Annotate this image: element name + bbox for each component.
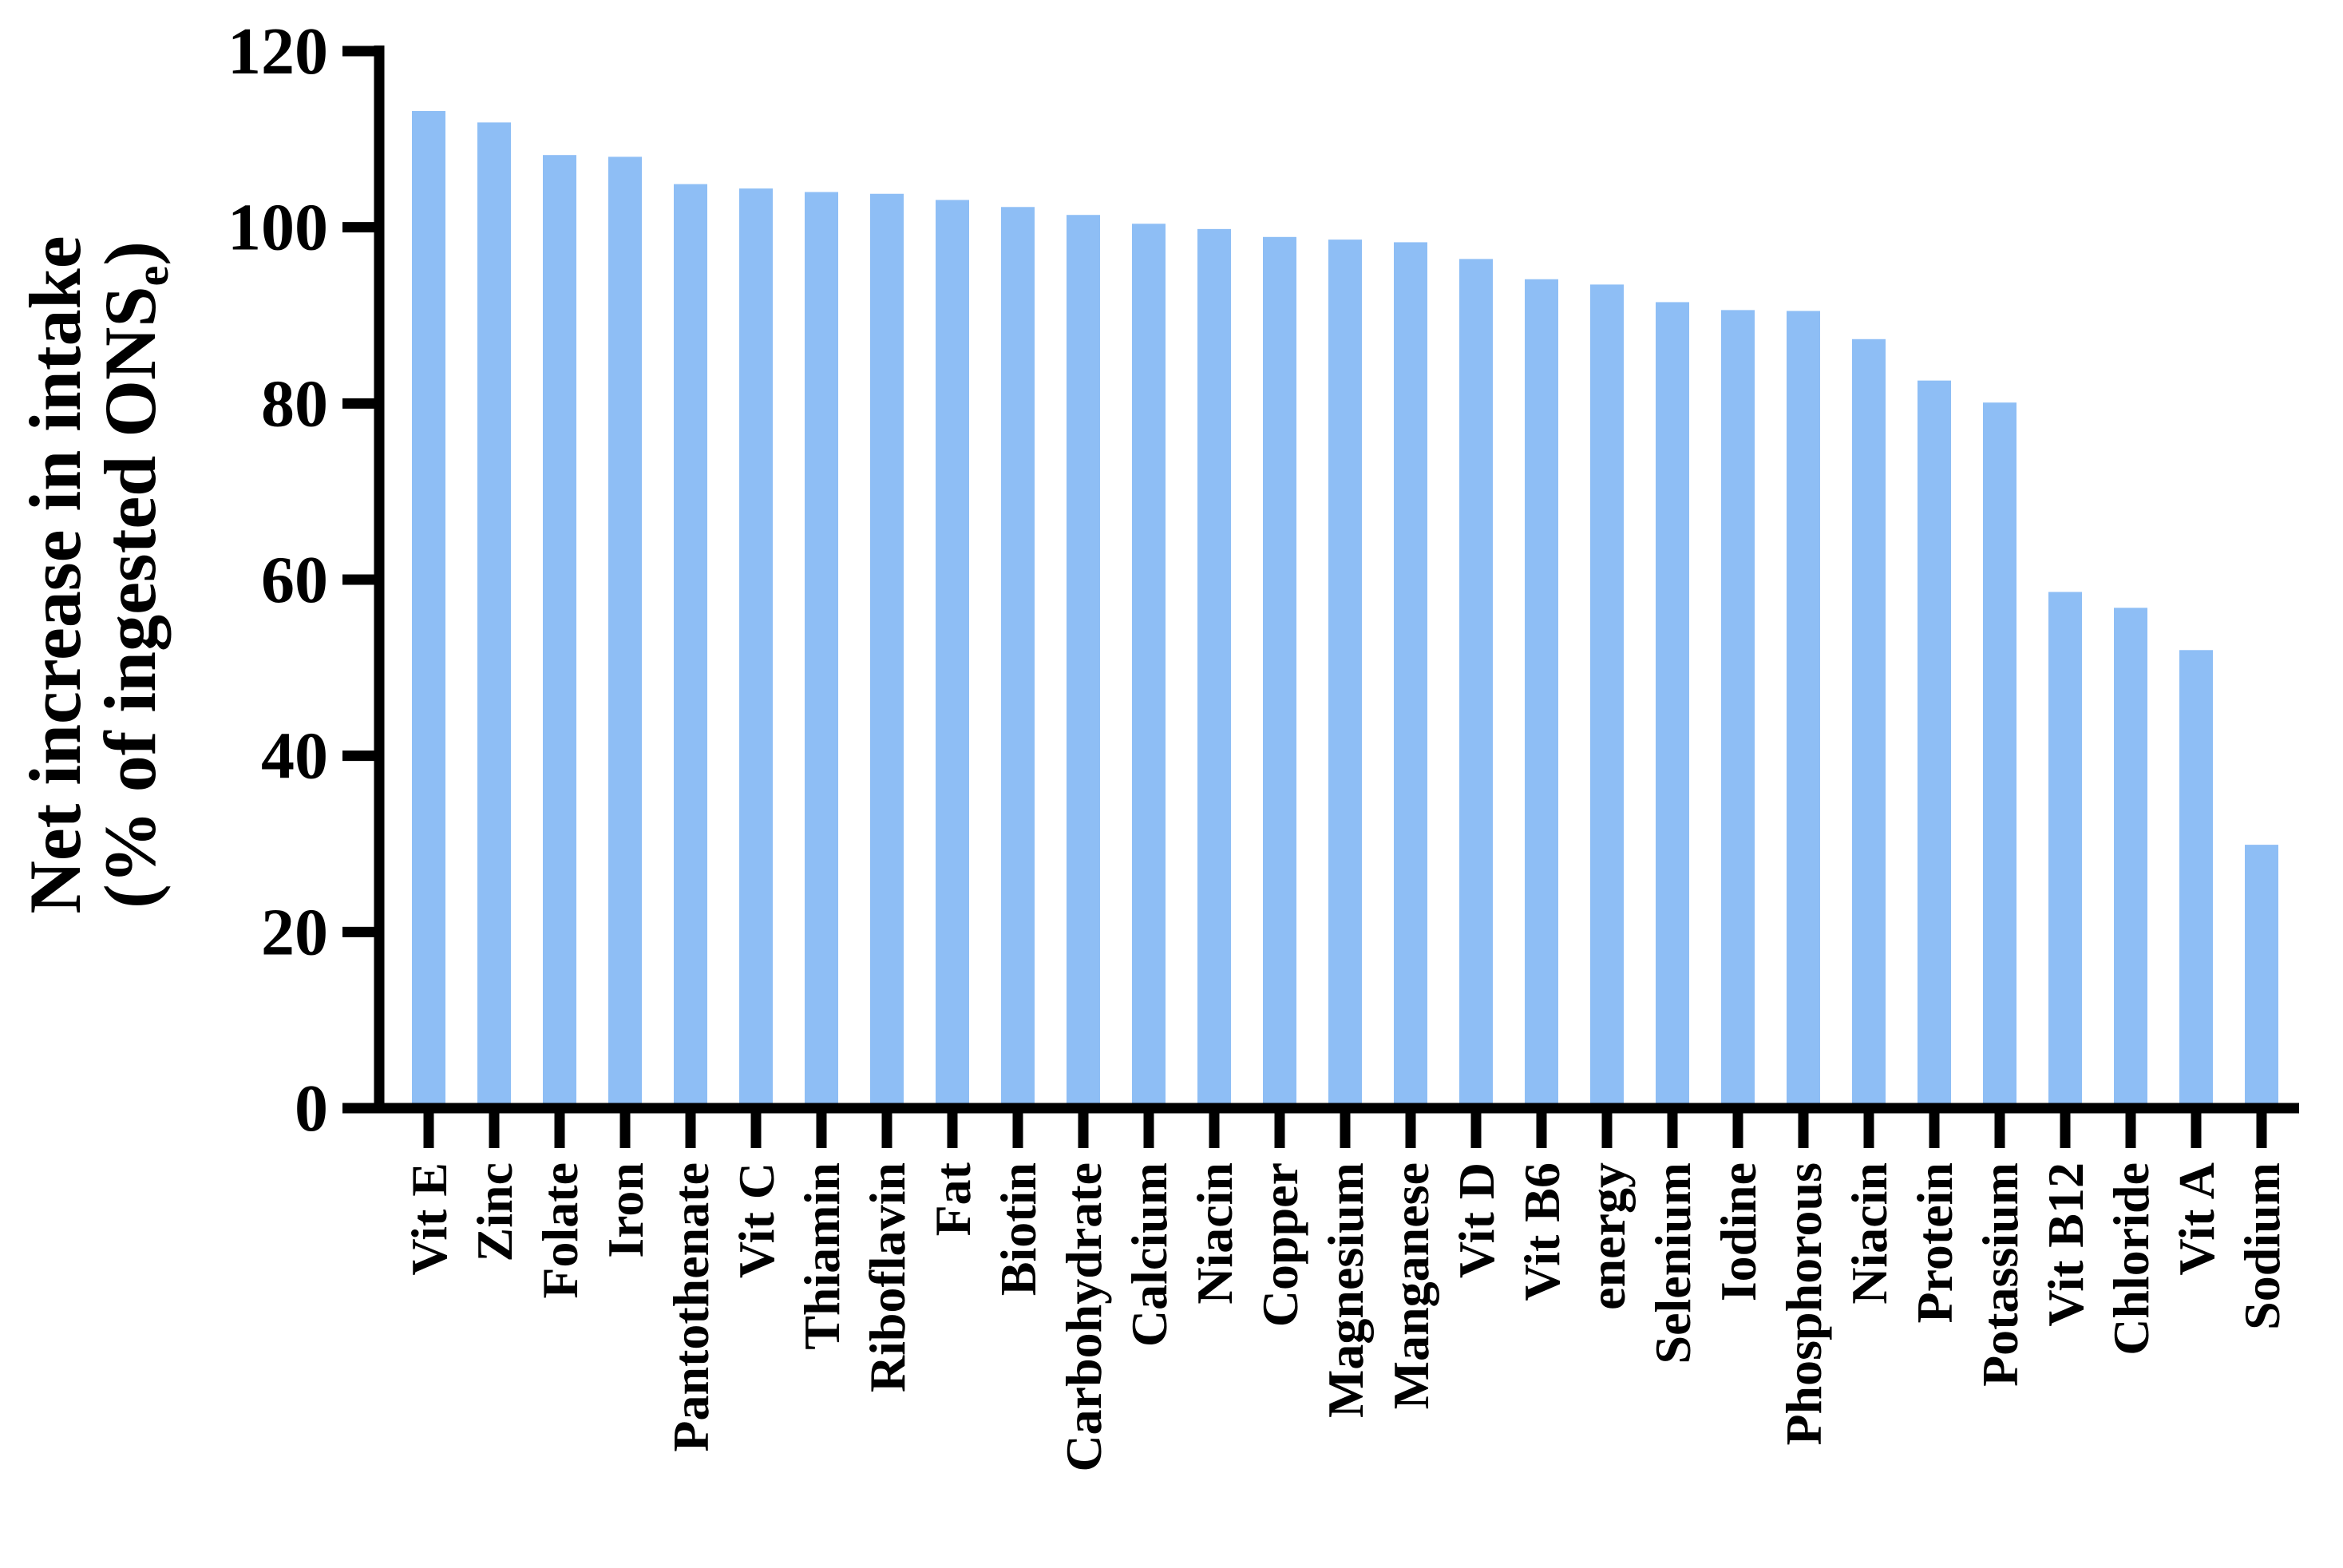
x-category-label: Copper bbox=[1252, 1162, 1308, 1327]
y-axis-title-line2: (% of ingested ONSe) bbox=[89, 241, 178, 909]
x-category-label: Chloride bbox=[2103, 1162, 2159, 1356]
x-category-label: Iron bbox=[597, 1162, 654, 1258]
bar-potassium bbox=[1983, 402, 2016, 1109]
bar-niacin bbox=[1852, 339, 1886, 1108]
bar-vit-b12 bbox=[2048, 592, 2082, 1108]
x-category-label: Magnesium bbox=[1317, 1162, 1374, 1418]
x-category-label: Fat bbox=[924, 1162, 981, 1236]
axes-layer bbox=[342, 46, 2299, 1148]
x-category-label: Iodine bbox=[1710, 1162, 1767, 1301]
bar-selenium bbox=[1656, 302, 1689, 1108]
bar-pantothenate bbox=[674, 184, 707, 1109]
bar-magnesium bbox=[1328, 240, 1362, 1109]
bar-vit-c bbox=[739, 188, 773, 1108]
x-category-label: Riboflavin bbox=[859, 1162, 916, 1392]
y-tick-label: 40 bbox=[261, 719, 328, 794]
bar-energy bbox=[1590, 284, 1624, 1109]
bar-manganese bbox=[1394, 242, 1427, 1108]
y-tick-label: 60 bbox=[261, 543, 328, 617]
bar-zinc bbox=[477, 122, 511, 1108]
y-axis-title-line1: Net increase in intake bbox=[14, 236, 96, 913]
bar-vit-a bbox=[2179, 650, 2213, 1108]
bar-iron bbox=[608, 156, 642, 1108]
x-category-label: Zinc bbox=[466, 1162, 523, 1261]
y-axis-title-subscript: e bbox=[126, 266, 178, 287]
bar-protein bbox=[1918, 380, 1951, 1108]
bar-riboflavin bbox=[870, 193, 904, 1109]
y-tick-label: 20 bbox=[261, 895, 328, 969]
x-category-label: energy bbox=[1579, 1162, 1636, 1310]
x-category-label: Sodium bbox=[2234, 1162, 2290, 1330]
x-category-label: Niacin bbox=[1186, 1162, 1243, 1305]
x-category-label: Vit C bbox=[728, 1162, 785, 1278]
x-category-label: Niacin bbox=[1841, 1162, 1898, 1305]
bar-iodine bbox=[1721, 310, 1755, 1108]
y-axis-title-line2-suffix: ) bbox=[89, 241, 171, 266]
x-category-label: Pantothenate bbox=[663, 1162, 719, 1452]
bar-sodium bbox=[2245, 845, 2278, 1108]
y-tick-label: 100 bbox=[228, 191, 328, 265]
x-category-label: Vit A bbox=[2168, 1162, 2225, 1276]
bar-folate bbox=[543, 155, 576, 1108]
x-category-label: Carbohydrate bbox=[1055, 1162, 1112, 1472]
x-category-label: Selenium bbox=[1644, 1162, 1701, 1364]
bar-vit-e bbox=[412, 111, 445, 1109]
bar-vit-d bbox=[1459, 259, 1493, 1108]
x-category-label: Vit E bbox=[401, 1162, 457, 1276]
y-tick-label: 120 bbox=[228, 14, 328, 89]
x-category-label: Thiamin bbox=[794, 1162, 850, 1350]
x-category-labels-layer: Vit E Zinc Folate Iron Pantothenate Vit C Thia… bbox=[401, 1162, 2290, 1471]
x-category-label: Phosphorous bbox=[1775, 1162, 1832, 1446]
bar-carbohydrate bbox=[1067, 215, 1100, 1109]
y-tick-label: 0 bbox=[295, 1071, 328, 1146]
x-category-label: Potassium bbox=[1972, 1162, 2028, 1387]
x-category-label: Vit B12 bbox=[2037, 1162, 2094, 1327]
bar-niacin bbox=[1197, 228, 1231, 1109]
y-axis-title-line2-prefix: (% of ingested ONS bbox=[89, 286, 171, 908]
x-category-label: Biotin bbox=[990, 1162, 1047, 1296]
bar-biotin bbox=[1001, 207, 1035, 1108]
bar-copper bbox=[1263, 236, 1296, 1108]
y-tick-label: 80 bbox=[261, 366, 328, 441]
y-tick-labels-layer: 0 20 40 60 80 100 120 bbox=[228, 14, 328, 1146]
x-category-label: Manganese bbox=[1383, 1162, 1439, 1409]
bar-vit-b6 bbox=[1525, 279, 1558, 1109]
bar-chloride bbox=[2114, 608, 2147, 1108]
bar-fat bbox=[936, 200, 969, 1108]
x-category-label: Protein bbox=[1906, 1162, 1963, 1323]
bars-layer bbox=[412, 111, 2278, 1109]
bar-calcium bbox=[1132, 224, 1166, 1109]
bar-phosphorous bbox=[1787, 311, 1820, 1108]
x-category-label: Vit D bbox=[1448, 1162, 1505, 1278]
bar-thiamin bbox=[805, 192, 838, 1109]
x-category-label: Vit B6 bbox=[1514, 1162, 1570, 1301]
x-category-label: Folate bbox=[532, 1162, 588, 1299]
x-category-label: Calcium bbox=[1121, 1162, 1177, 1347]
